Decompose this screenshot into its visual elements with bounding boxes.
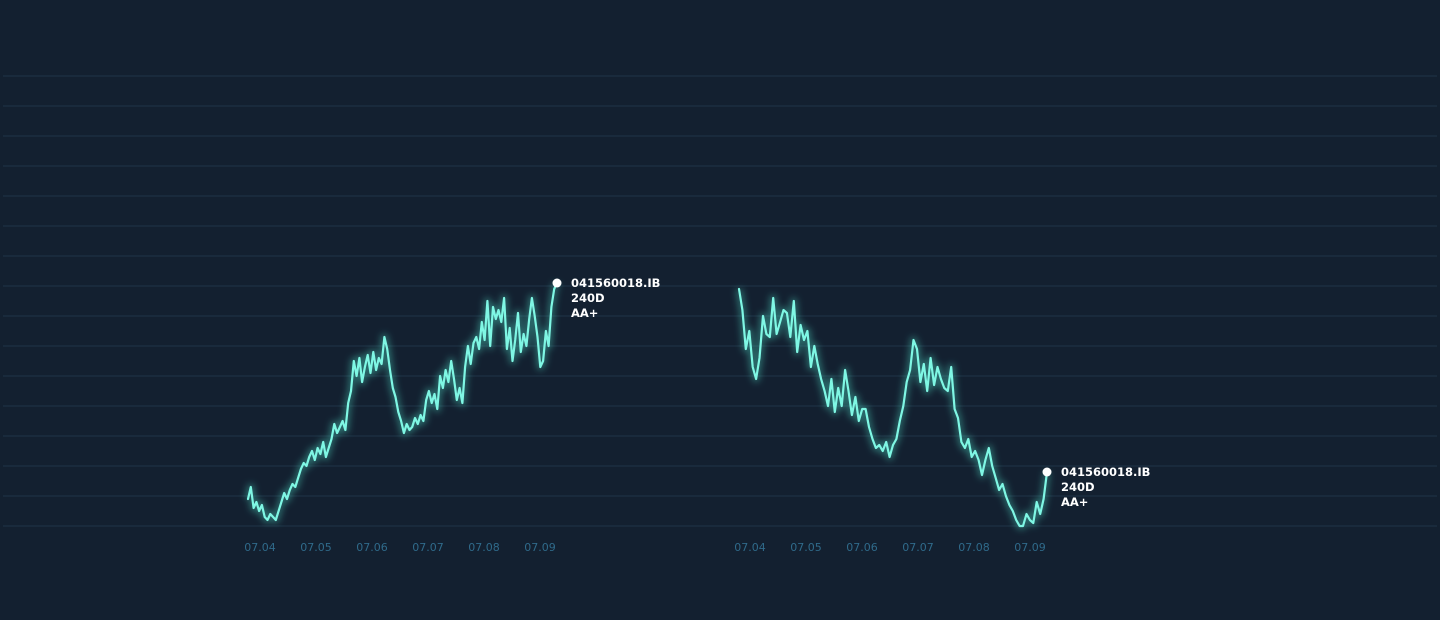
series-line-glow (735, 288, 1051, 530)
x-tick-label: 07.07 (902, 541, 934, 554)
end-label-line: 041560018.IB (571, 276, 660, 290)
end-label-line: 240D (1061, 480, 1095, 494)
x-tick-label: 07.06 (356, 541, 388, 554)
chart-grid (3, 75, 1437, 527)
end-label-line: 240D (571, 291, 605, 305)
x-tick-label: 07.09 (524, 541, 556, 554)
x-tick-label: 07.07 (412, 541, 444, 554)
x-tick-label: 07.05 (790, 541, 822, 554)
series-line (737, 287, 1049, 528)
end-label-line: 041560018.IB (1061, 465, 1150, 479)
chart-left: 07.04 07.05 07.06 07.07 07.08 07.09 041560018.… (244, 276, 660, 554)
series-line (246, 281, 559, 522)
end-label-line: AA+ (571, 306, 598, 320)
x-tick-label: 07.09 (1014, 541, 1046, 554)
x-tick-label: 07.08 (468, 541, 500, 554)
chart-right: 07.04 07.05 07.06 07.07 07.08 07.09 041560018.… (734, 287, 1150, 554)
end-point-marker[interactable] (1042, 467, 1052, 477)
end-label-line: AA+ (1061, 495, 1088, 509)
x-tick-label: 07.06 (846, 541, 878, 554)
end-point-marker[interactable] (552, 278, 562, 288)
x-tick-label: 07.08 (958, 541, 990, 554)
x-tick-label: 07.05 (300, 541, 332, 554)
x-tick-label: 07.04 (244, 541, 276, 554)
x-tick-label: 07.04 (734, 541, 766, 554)
